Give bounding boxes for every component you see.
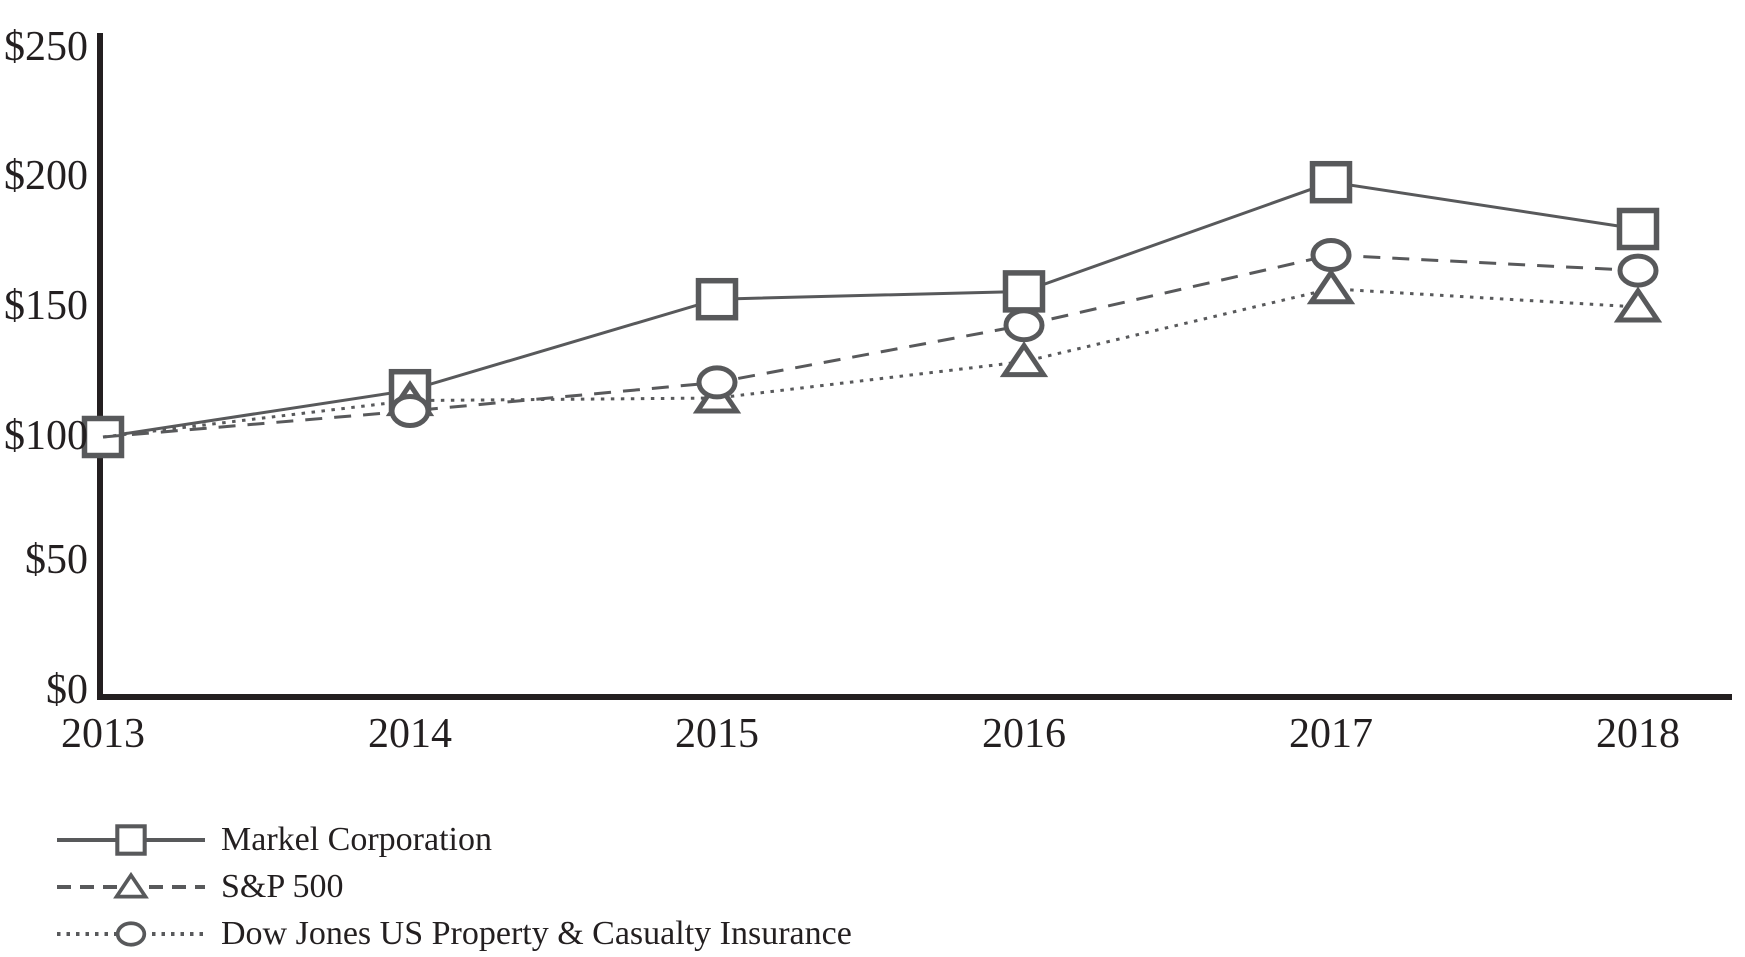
circle-marker-line-sample-icon — [57, 921, 205, 947]
dow-jones-us-property-and-casualty-insurance-marker-2017 — [1310, 238, 1352, 272]
sandp-500-marker-2017 — [1306, 268, 1356, 305]
dow-jones-us-property-and-casualty-insurance-marker-2014 — [389, 394, 431, 428]
dow-jones-us-property-and-casualty-insurance-legend-marker-icon — [115, 921, 147, 947]
legend-item-sp-500: S&P 500 — [55, 865, 852, 909]
markel-corporation-legend-marker-icon — [115, 824, 147, 856]
markel-corporation-marker-2015 — [695, 277, 739, 321]
dow-jones-us-property-and-casualty-insurance-marker-2015 — [696, 365, 738, 400]
y-axis-label-100: $100 — [4, 413, 88, 459]
x-axis-label-2014: 2014 — [368, 711, 452, 757]
markel-corporation-marker-2017 — [1309, 160, 1353, 204]
triangle-marker-line-sample-icon — [57, 871, 205, 899]
legend-item-dow-jones-us-property-casualty-insurance: Dow Jones US Property & Casualty Insuran… — [55, 912, 852, 956]
x-axis-label-2017: 2017 — [1289, 711, 1373, 757]
y-axis-label-200: $200 — [4, 153, 88, 199]
y-axis-label-0: $0 — [46, 667, 88, 713]
markel-corporation-marker-2018 — [1616, 207, 1660, 251]
legend-label-markel-corporation: Markel Corporation — [221, 821, 492, 858]
legend: Markel Corporation S&P 500 Dow Jones US … — [55, 818, 852, 957]
x-axis-label-2015: 2015 — [675, 711, 759, 757]
y-axis-label-50: $50 — [25, 537, 88, 583]
legend-label-dow-jones-us-property-casualty-insurance: Dow Jones US Property & Casualty Insuran… — [221, 915, 852, 952]
y-axis-label-150: $150 — [4, 283, 88, 329]
dow-jones-us-property-and-casualty-insurance-marker-2018 — [1617, 253, 1659, 288]
legend-item-markel-corporation: Markel Corporation — [55, 818, 852, 862]
markel-corporation-line — [102, 180, 1639, 439]
markel-corporation-marker-2016 — [1002, 270, 1046, 313]
x-axis-label-2018: 2018 — [1596, 711, 1680, 757]
sandp-500-marker-2016 — [999, 341, 1049, 378]
x-axis-label-2016: 2016 — [982, 711, 1066, 757]
legend-label-sp-500: S&P 500 — [221, 868, 344, 905]
square-marker-line-sample-icon — [57, 824, 205, 856]
y-axis-label-250: $250 — [4, 24, 88, 70]
x-axis-label-2013: 2013 — [61, 711, 145, 757]
sandp-500-line — [102, 287, 1639, 439]
sandp-500-marker-2018 — [1613, 286, 1663, 323]
sandp-500-legend-marker-icon — [113, 871, 149, 899]
dow-jones-us-property-and-casualty-insurance-marker-2016 — [1003, 308, 1045, 343]
